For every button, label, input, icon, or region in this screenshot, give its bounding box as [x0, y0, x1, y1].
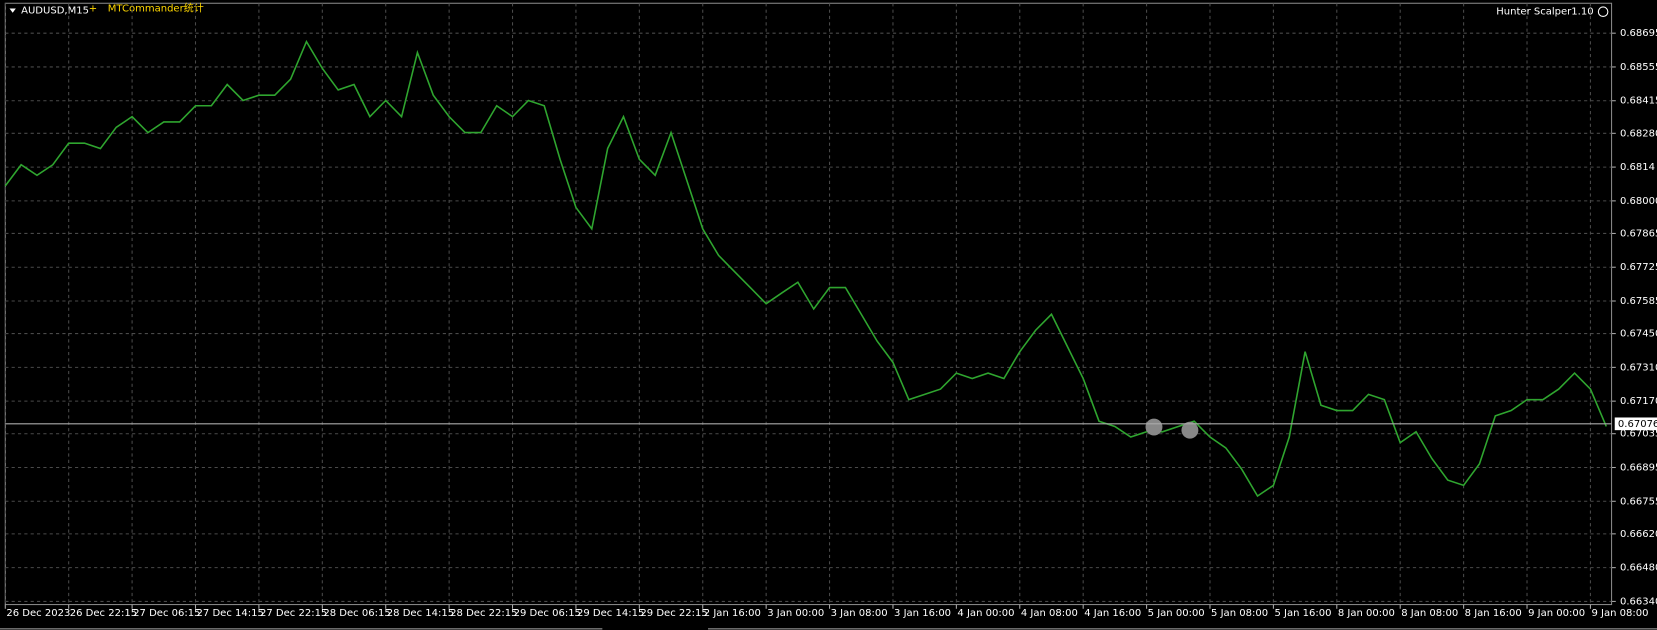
y-tick-label: 0.68555	[1620, 62, 1657, 73]
x-tick-label: 9 Jan 00:00	[1528, 608, 1585, 619]
x-tick-label: 3 Jan 16:00	[894, 608, 951, 619]
x-tick-label: 28 Dec 14:15	[387, 608, 454, 619]
x-tick-label: 5 Jan 16:00	[1274, 608, 1331, 619]
current-price-box	[1614, 417, 1657, 431]
x-tick-label: 29 Dec 06:15	[514, 608, 581, 619]
y-tick-label: 0.66340	[1620, 596, 1657, 607]
x-tick-label: 26 Dec 2023	[6, 608, 70, 619]
trade-marker[interactable]	[1145, 418, 1163, 436]
y-tick-label: 0.6814	[1620, 162, 1655, 173]
chart-title: AUDUSD,M15	[21, 6, 89, 17]
x-tick-label: 3 Jan 00:00	[767, 608, 824, 619]
y-tick-label: 0.66755	[1620, 496, 1657, 507]
y-tick-label: 0.67585	[1620, 296, 1657, 307]
x-tick-label: 28 Dec 22:15	[450, 608, 517, 619]
x-tick-label: 5 Jan 08:00	[1211, 608, 1268, 619]
y-tick-label: 0.67035	[1620, 429, 1657, 440]
x-tick-label: 29 Dec 22:15	[640, 608, 707, 619]
bottom-strip	[0, 621, 1657, 630]
x-tick-label: 27 Dec 22:15	[260, 608, 327, 619]
trade-marker[interactable]	[1181, 421, 1199, 439]
price-line	[4, 39, 1608, 498]
x-tick-label: 28 Dec 06:15	[323, 608, 390, 619]
y-tick-label: 0.68415	[1620, 96, 1657, 107]
x-tick-label: 8 Jan 00:00	[1338, 608, 1395, 619]
x-tick-label: 27 Dec 14:15	[197, 608, 264, 619]
x-tick-label: 26 Dec 22:15	[70, 608, 137, 619]
x-tick-label: 5 Jan 00:00	[1148, 608, 1205, 619]
x-tick-label: 8 Jan 08:00	[1401, 608, 1458, 619]
current-price-label: 0.67076	[1618, 419, 1657, 430]
x-tick-label: 27 Dec 06:15	[133, 608, 200, 619]
x-tick-label: 29 Dec 14:15	[577, 608, 644, 619]
plus-icon: +	[89, 4, 97, 15]
x-tick-label: 9 Jan 08:00	[1591, 608, 1648, 619]
x-tick-label: 4 Jan 16:00	[1084, 608, 1141, 619]
expert-icon	[1597, 6, 1609, 17]
y-tick-label: 0.66895	[1620, 462, 1657, 473]
expert-label: Hunter Scalper1.10	[1496, 7, 1593, 18]
y-tick-label: 0.68695	[1620, 28, 1657, 39]
x-tick-label: 8 Jan 16:00	[1465, 608, 1522, 619]
x-tick-label: 3 Jan 08:00	[831, 608, 888, 619]
x-tick-label: 2 Jan 16:00	[704, 608, 761, 619]
y-tick-label: 0.67725	[1620, 262, 1657, 273]
menu-arrow	[9, 8, 16, 13]
x-tick-label: 4 Jan 08:00	[1021, 608, 1078, 619]
x-tick-label: 4 Jan 00:00	[957, 608, 1014, 619]
y-tick-label: 0.67865	[1620, 228, 1657, 239]
indicator-label[interactable]: MTCommander统计	[108, 2, 204, 15]
